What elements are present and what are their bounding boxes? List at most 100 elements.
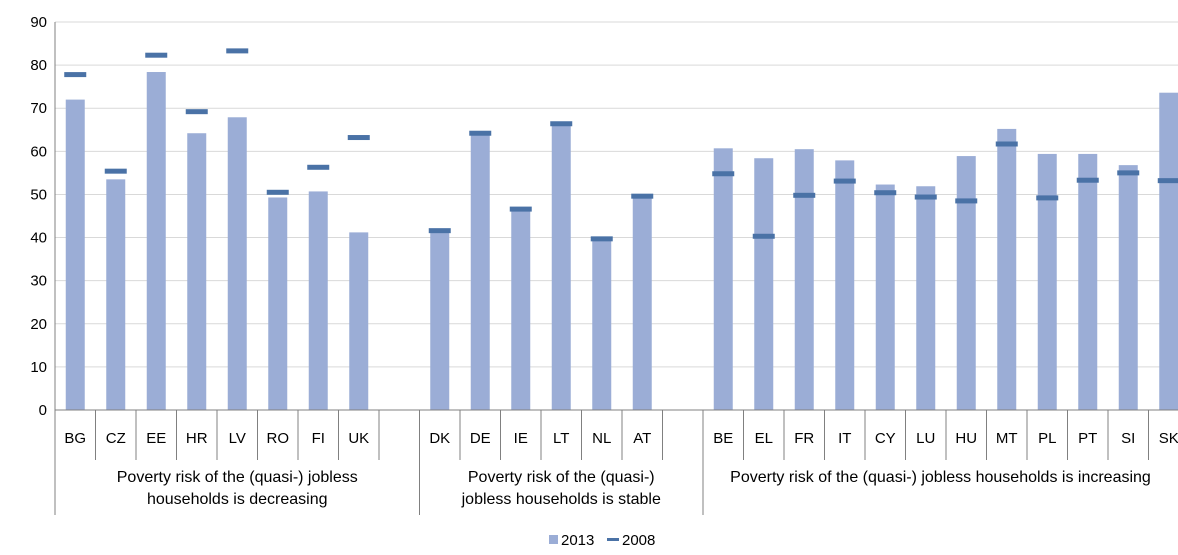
marker-2008 [104,168,127,174]
marker-2008 [752,233,775,239]
category-label: SI [1121,430,1135,447]
y-tick-label: 80 [30,57,47,74]
legend-swatch-2013 [549,535,558,544]
marker-2008 [1036,195,1059,201]
y-tick-label: 0 [39,402,47,419]
category-label: UK [348,430,369,447]
marker-2008 [631,193,654,199]
y-tick-label: 10 [30,359,47,376]
marker-2008 [590,236,613,242]
y-tick-label: 90 [30,14,47,31]
marker-2008 [185,109,208,115]
y-tick-label: 20 [30,316,47,333]
marker-2008 [509,206,532,212]
group-label: Poverty risk of the (quasi-) jobless hou… [730,469,1151,486]
bar-2013 [875,184,895,410]
marker-2008 [1117,170,1140,176]
legend-label-2008: 2008 [622,532,655,549]
bar-2013 [713,148,733,410]
category-label: CZ [106,430,126,447]
marker-2008 [833,178,856,184]
category-label: EE [146,430,166,447]
group-label: jobless households is stable [461,491,661,508]
bar-2013 [835,160,855,410]
bar-2013 [551,121,571,410]
group-label: Poverty risk of the (quasi-) jobless [117,469,358,486]
marker-2008 [226,48,249,54]
bar-2013 [916,186,936,410]
axis-layer [54,22,1178,515]
bar-2013 [106,179,126,410]
category-label: SK [1159,430,1178,447]
label-layer: 0 10 20 30 40 50 60 70 80 90 BG CZ EE HR LV RO FI UK DK DE I… [30,14,1178,508]
marker-2008 [550,121,573,127]
bar-2013 [511,209,531,410]
group-label: households is decreasing [147,491,328,508]
category-label: FI [312,430,325,447]
legend: 2013 2008 [549,532,655,549]
category-label: NL [592,430,611,447]
bar-2013 [632,196,652,410]
marker-2008 [64,72,87,78]
bar-2013 [146,72,166,411]
marker-2008 [995,141,1018,147]
category-label: PL [1038,430,1056,447]
bar-2013 [308,191,328,410]
marker-2008 [712,171,735,177]
bar-2013 [1118,165,1138,410]
category-label: BG [64,430,86,447]
marker-2008 [347,135,370,141]
marker-2008 [1157,178,1178,184]
bar-2013 [592,237,612,410]
category-label: BE [713,430,733,447]
marker-2008 [266,189,289,195]
bar-2013 [470,134,490,411]
category-label: PT [1078,430,1097,447]
bar-2013 [187,133,207,410]
bar-2013 [997,128,1017,410]
marker-2008 [469,130,492,136]
bar-2013 [268,197,288,410]
y-tick-label: 50 [30,186,47,203]
category-label: AT [633,430,651,447]
category-label: IE [514,430,528,447]
y-tick-label: 30 [30,273,47,290]
bar-2013 [349,232,369,410]
bar-2013 [794,149,814,410]
marker-2008 [1076,177,1099,183]
category-label: FR [794,430,814,447]
y-tick-label: 60 [30,143,47,160]
category-label: DE [470,430,491,447]
marker-2008 [874,190,897,196]
bar-2013 [956,156,976,410]
bar-2013 [65,99,85,410]
category-label: EL [755,430,773,447]
marker-2008 [307,164,330,170]
bar-layer [65,72,1178,411]
category-label: MT [996,430,1018,447]
bar-2013 [1159,92,1178,411]
bar-2013 [1037,153,1057,411]
marker-layer [64,48,1178,242]
category-label: DK [429,430,450,447]
category-label: LV [229,430,246,447]
bar-2013 [227,117,247,410]
y-tick-label: 70 [30,100,47,117]
marker-2008 [793,192,816,198]
category-label: LT [553,430,569,447]
legend-swatch-2008 [607,538,619,541]
bar-2013 [430,231,450,410]
marker-2008 [145,52,168,58]
category-label: CY [875,430,896,447]
group-label: Poverty risk of the (quasi-) [468,469,655,486]
category-label: HR [186,430,208,447]
marker-2008 [955,198,978,204]
legend-label-2013: 2013 [561,532,594,549]
category-label: IT [838,430,851,447]
category-label: RO [267,430,290,447]
bar-2013 [754,158,774,410]
category-label: HU [955,430,977,447]
marker-2008 [914,194,937,200]
